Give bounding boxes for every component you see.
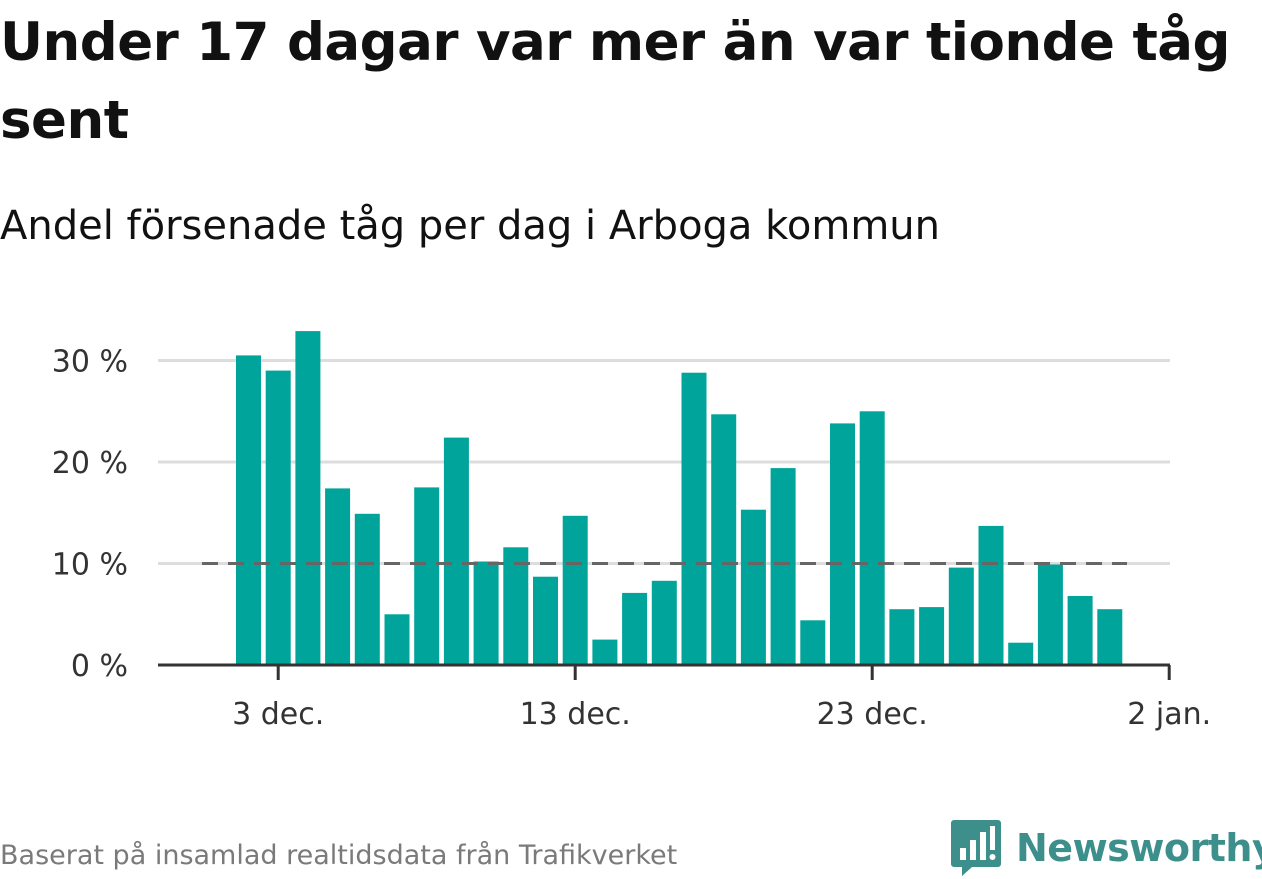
bar-chart: 3 dec. 13 dec. 23 dec. 2 jan. 0 % 10 % 20 % 30… — [52, 331, 1211, 732]
bar — [681, 372, 707, 665]
bar — [473, 561, 499, 665]
bar — [1097, 609, 1123, 665]
bar — [830, 423, 855, 665]
source-note: Baserat på insamlad realtidsdata från Tr… — [0, 840, 678, 871]
bar — [859, 411, 885, 666]
bar — [592, 639, 618, 665]
y-tick-label: 0 % — [71, 649, 128, 684]
x-tick-label: 3 dec. — [232, 697, 324, 732]
bar — [503, 547, 529, 665]
bar — [354, 513, 380, 665]
y-axis-labels: 0 % 10 % 20 % 30 % — [52, 345, 128, 685]
y-tick-label: 30 % — [52, 345, 128, 380]
x-tick-label: 2 jan. — [1127, 697, 1211, 732]
bar — [295, 331, 321, 665]
bar — [1067, 596, 1093, 665]
brand-name: Newsworthy — [1016, 826, 1262, 870]
chart-title: Under 17 dagar var mer än var tionde tåg… — [0, 12, 1230, 151]
bar — [265, 370, 291, 665]
bar — [325, 488, 351, 665]
bar — [622, 592, 648, 665]
y-tick-label: 10 % — [52, 548, 128, 583]
bar — [770, 468, 796, 665]
bars — [236, 331, 1123, 666]
bar — [236, 355, 261, 665]
bar — [414, 487, 440, 665]
chart-subtitle: Andel försenade tåg per dag i Arboga kom… — [0, 203, 940, 249]
bar — [651, 580, 677, 665]
bar — [919, 607, 945, 665]
y-tick-label: 20 % — [52, 446, 128, 481]
bar — [1008, 642, 1034, 665]
x-tick-label: 23 dec. — [817, 697, 928, 732]
bar — [562, 515, 588, 665]
bar — [1037, 564, 1063, 665]
bar — [533, 576, 558, 665]
x-tick-label: 13 dec. — [520, 697, 631, 732]
bar — [384, 614, 410, 666]
bar — [978, 525, 1004, 665]
bar — [711, 414, 737, 665]
bar — [948, 567, 974, 665]
bar — [889, 609, 915, 665]
bar — [443, 437, 469, 665]
bar — [740, 509, 766, 665]
brand-logo: Newsworthy — [950, 818, 1262, 878]
x-axis: 3 dec. 13 dec. 23 dec. 2 jan. — [158, 663, 1211, 732]
bar — [800, 620, 826, 665]
bar-chart-speech-bubble-icon — [951, 820, 1001, 876]
